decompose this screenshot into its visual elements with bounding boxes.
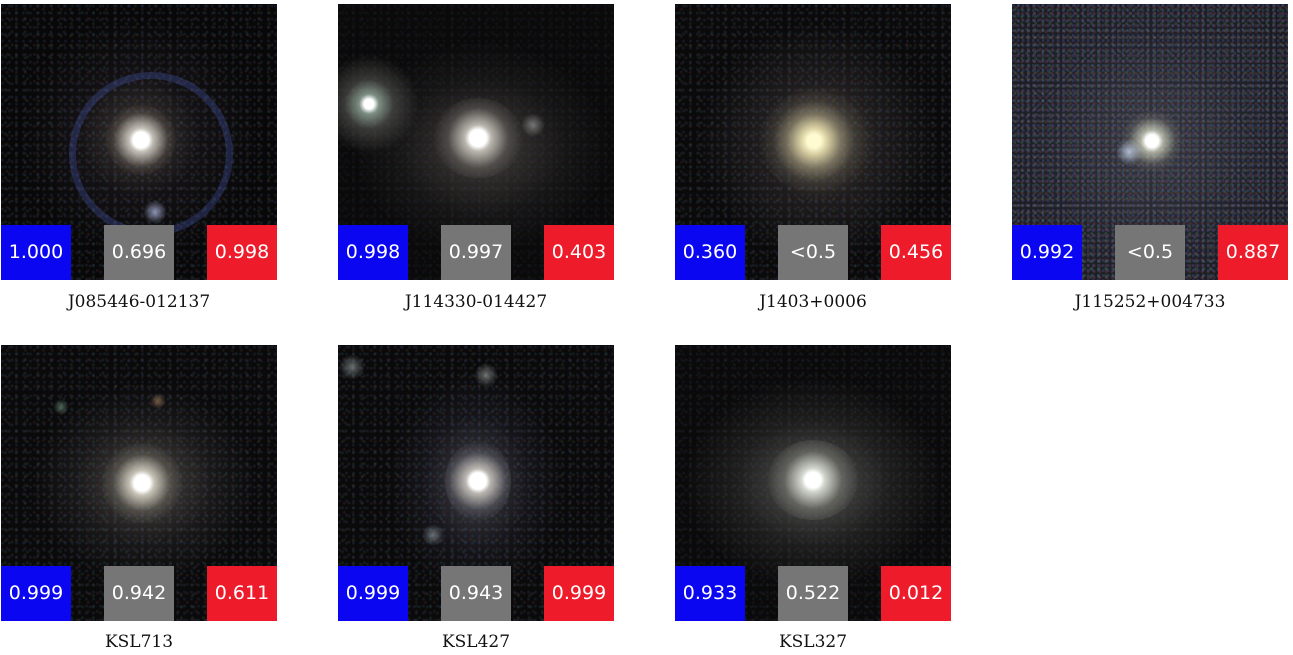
galaxy-core <box>759 91 869 191</box>
galaxy-core <box>106 105 176 175</box>
panel-image-4: 0.992 <0.5 0.887 <box>1012 4 1288 280</box>
score-badge-blue: 0.999 <box>1 566 71 621</box>
faint-source <box>339 354 365 380</box>
score-badge-blue: 0.933 <box>675 566 745 621</box>
panel-image-1: 1.000 0.696 0.998 <box>1 4 277 280</box>
score-badge-blue: 0.360 <box>675 225 745 280</box>
score-badge-red: 0.998 <box>207 225 277 280</box>
panel-image-2: 0.998 0.997 0.403 <box>338 4 614 280</box>
panel-image-3: 0.360 <0.5 0.456 <box>675 4 951 280</box>
faint-source <box>150 393 166 409</box>
score-badge-gray: <0.5 <box>1115 225 1185 280</box>
score-badge-red: 0.611 <box>207 566 277 621</box>
galaxy-core <box>445 441 511 521</box>
faint-source <box>521 113 545 137</box>
score-badge-red: 0.012 <box>881 566 951 621</box>
score-badge-gray: 0.522 <box>778 566 848 621</box>
panel-caption-1: J085446-012137 <box>67 292 211 312</box>
panel-image-7: 0.933 0.522 0.012 <box>675 345 951 621</box>
score-badge-blue: 0.998 <box>338 225 408 280</box>
score-badge-red: 0.887 <box>1218 225 1288 280</box>
panel-caption-6: KSL427 <box>441 632 511 652</box>
panel-caption-4: J115252+004733 <box>1074 292 1226 312</box>
faint-source <box>422 524 444 546</box>
galaxy-core <box>102 443 182 523</box>
panel-caption-7: KSL327 <box>778 632 848 652</box>
score-badge-blue: 1.000 <box>1 225 71 280</box>
score-badge-blue: 0.992 <box>1012 225 1082 280</box>
galaxy-core <box>768 440 858 520</box>
score-badge-gray: <0.5 <box>778 225 848 280</box>
score-badge-red: 0.403 <box>544 225 614 280</box>
score-badge-gray: 0.942 <box>104 566 174 621</box>
companion-source <box>143 200 167 224</box>
faint-source <box>474 363 498 387</box>
panel-image-5: 0.999 0.942 0.611 <box>1 345 277 621</box>
panel-caption-5: KSL713 <box>104 632 174 652</box>
panel-caption-3: J1403+0006 <box>759 292 867 312</box>
panel-caption-2: J114330-014427 <box>404 292 548 312</box>
panel-image-6: 0.999 0.943 0.999 <box>338 345 614 621</box>
neighbor-galaxy <box>338 54 419 154</box>
faint-source <box>53 399 69 415</box>
score-badge-gray: 0.943 <box>441 566 511 621</box>
score-badge-gray: 0.997 <box>441 225 511 280</box>
score-badge-red: 0.456 <box>881 225 951 280</box>
companion-source <box>1116 139 1142 165</box>
galaxy-core <box>433 98 523 178</box>
score-badge-blue: 0.999 <box>338 566 408 621</box>
score-badge-red: 0.999 <box>544 566 614 621</box>
score-badge-gray: 0.696 <box>104 225 174 280</box>
